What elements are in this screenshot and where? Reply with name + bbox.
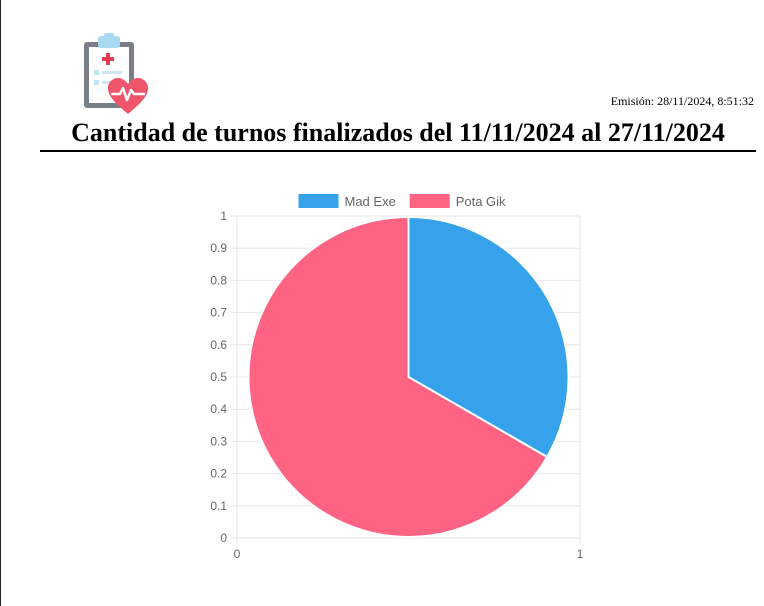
emission-timestamp: Emisión: 28/11/2024, 8:51:32 <box>610 94 754 108</box>
pie-slice-mad-exe <box>407 215 570 459</box>
clipboard-heart-logo-icon <box>84 33 148 114</box>
y-tick-label: 0.1 <box>210 499 227 513</box>
y-tick-label: 1 <box>220 209 227 223</box>
y-tick-label: 0.8 <box>210 273 227 287</box>
pie-slice-pota-gik <box>247 215 549 538</box>
y-tick-label: 0.4 <box>210 402 227 416</box>
y-tick-label: 0.5 <box>210 370 227 384</box>
y-tick-label: 0.2 <box>210 467 227 481</box>
y-tick-label: 0.6 <box>210 338 227 352</box>
report-title: Cantidad de turnos finalizados del 11/11… <box>40 118 756 152</box>
page-border <box>0 0 1 606</box>
legend-swatch <box>409 194 450 208</box>
pie-chart: 0 0.1 0.2 0.3 0.4 0.5 0.6 0.7 0.8 0.9 1 0 1 Mad Exe Po… <box>210 194 584 561</box>
x-tick-label: 1 <box>577 547 584 561</box>
legend-label: Pota Gik <box>456 194 506 209</box>
legend-swatch <box>298 194 339 208</box>
y-tick-label: 0.7 <box>210 306 227 320</box>
y-tick-label: 0 <box>220 531 227 545</box>
legend-label: Mad Exe <box>345 194 396 209</box>
x-tick-label: 0 <box>234 547 241 561</box>
y-tick-label: 0.3 <box>210 434 227 448</box>
y-tick-label: 0.9 <box>210 241 227 255</box>
